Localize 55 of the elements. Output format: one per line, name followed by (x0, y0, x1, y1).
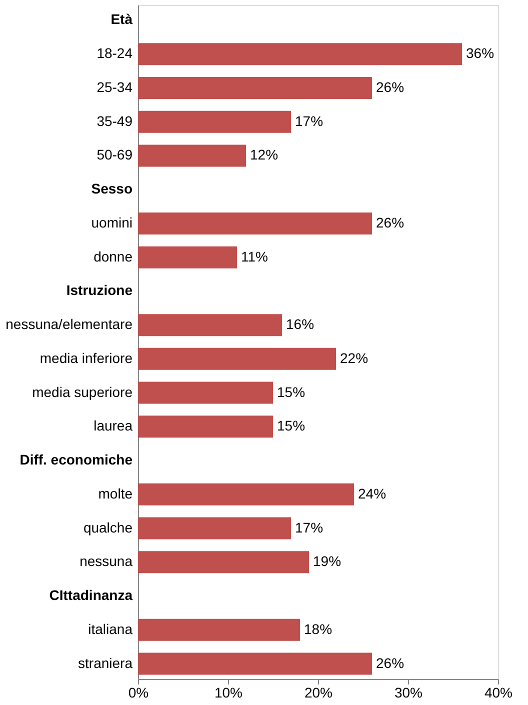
y-tick-label: nessuna/elementare (6, 316, 133, 332)
x-tick-label: 30% (394, 684, 423, 700)
bar (138, 652, 372, 675)
y-tick-label: media superiore (32, 384, 133, 400)
data-label: 24% (358, 485, 386, 502)
y-tick-label: molte (98, 485, 133, 502)
x-tick-label: 0% (128, 684, 149, 700)
y-tick-label: Sesso (91, 180, 132, 197)
data-label: 36% (466, 45, 494, 62)
y-tick-label: Età (110, 11, 133, 28)
y-tick-label: nessuna (80, 553, 133, 570)
data-label: 16% (286, 316, 314, 332)
data-label: 15% (277, 384, 306, 400)
data-label: 11% (241, 248, 268, 264)
y-tick-label: 25-34 (96, 78, 133, 95)
y-tick-label: donne (94, 248, 133, 264)
bar (138, 212, 372, 234)
x-tick-label: 20% (304, 684, 333, 700)
y-tick-label: Istruzione (66, 282, 133, 298)
bar (138, 246, 237, 268)
bar (138, 382, 273, 404)
bar (138, 551, 309, 574)
data-label: 17% (295, 112, 324, 129)
bar (138, 43, 462, 66)
bar (138, 416, 273, 438)
y-tick-label: laurea (94, 418, 133, 434)
data-label: 26% (376, 78, 404, 95)
y-tick-label: CIttadinanza (49, 587, 133, 604)
y-tick-label: 50-69 (96, 146, 133, 163)
bar (138, 483, 354, 506)
y-tick-label: qualche (83, 519, 133, 536)
y-tick-label: italiana (88, 620, 133, 637)
data-label: 17% (295, 519, 324, 536)
bar (138, 110, 291, 133)
x-tick-label: 40% (484, 684, 513, 700)
data-label: 19% (313, 553, 342, 570)
data-label: 26% (376, 214, 404, 230)
y-tick-label: uomini (91, 214, 132, 230)
bar (138, 314, 282, 336)
bar (138, 76, 372, 99)
y-tick-label: 35-49 (96, 112, 133, 129)
bar (138, 348, 336, 370)
y-tick-label: media inferiore (40, 350, 133, 366)
data-label: 26% (376, 654, 404, 671)
data-label: 15% (277, 418, 306, 434)
bar (138, 618, 300, 641)
y-tick-label: 18-24 (96, 45, 133, 62)
data-label: 12% (250, 146, 278, 163)
bar (138, 144, 246, 167)
data-label: 22% (340, 350, 368, 366)
x-tick-label: 10% (214, 684, 243, 700)
bar (138, 517, 291, 540)
data-label: 18% (304, 620, 332, 637)
y-tick-label: straniera (78, 654, 133, 671)
y-tick-label: Diff. economiche (20, 452, 133, 468)
